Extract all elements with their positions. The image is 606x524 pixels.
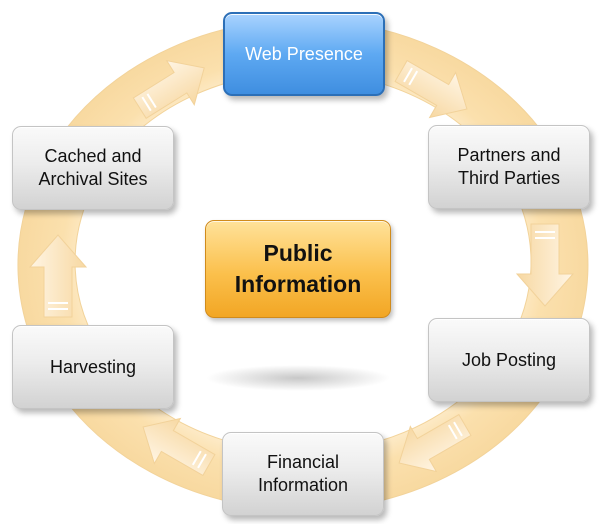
node-harvesting: Harvesting [12,325,174,409]
node-web-presence: Web Presence [223,12,385,96]
node-partners-third-parties: Partners and Third Parties [428,125,590,209]
arrow-to-cached-archival-sites [28,234,88,318]
arrow-to-partners [394,59,468,119]
node-financial-information: Financial Information [222,432,384,516]
arrow-to-web-presence [132,59,205,120]
node-job-posting: Job Posting [428,318,590,402]
arrow-to-financial-information [398,413,472,473]
center-public-information: Public Information [205,220,391,318]
center-shadow [206,365,390,391]
node-cached-archival-sites: Cached and Archival Sites [12,126,174,210]
arrow-to-harvesting [142,417,216,477]
arrow-to-job-posting [515,223,575,307]
